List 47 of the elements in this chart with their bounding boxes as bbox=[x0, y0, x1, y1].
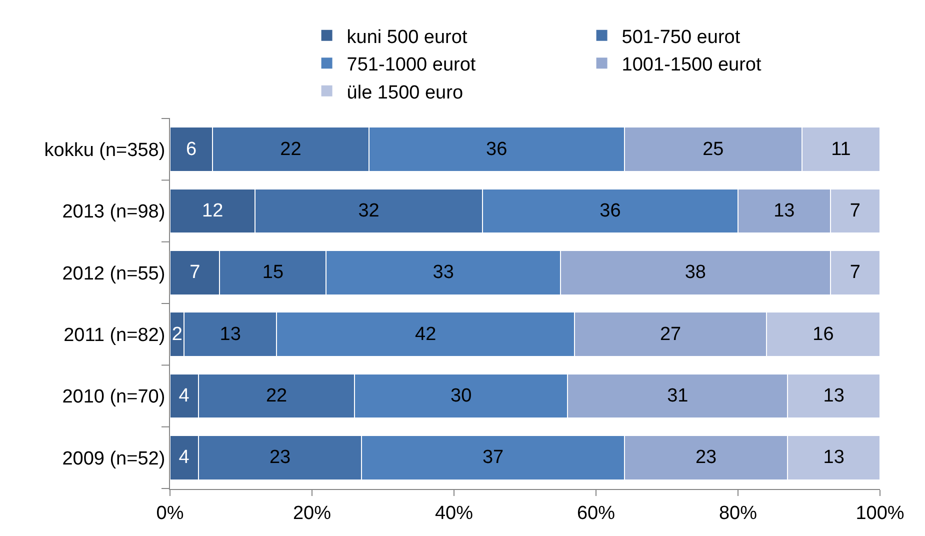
y-tick-label: 2013 (n=98) bbox=[62, 202, 166, 223]
x-tick-label: 20% bbox=[292, 502, 332, 524]
x-tick-label: 60% bbox=[576, 502, 616, 524]
data-label: 13 bbox=[823, 386, 844, 406]
data-label: 7 bbox=[850, 200, 860, 222]
data-label: 36 bbox=[600, 200, 621, 222]
data-label: 31 bbox=[667, 386, 688, 406]
data-label: 6 bbox=[186, 138, 197, 160]
data-label: 12 bbox=[202, 200, 224, 222]
y-tick-label: 2010 (n=70) bbox=[62, 386, 166, 408]
legend-label: 751-1000 eurot bbox=[346, 54, 476, 76]
y-tick-label: 2009 (n=52) bbox=[62, 448, 166, 470]
y-tick-label: 2012 (n=55) bbox=[62, 263, 166, 284]
data-label: 13 bbox=[774, 200, 795, 222]
data-label: 16 bbox=[812, 324, 834, 345]
data-label: 4 bbox=[178, 447, 190, 468]
legend-label: üle 1500 euro bbox=[346, 82, 464, 104]
x-tick-label: 0% bbox=[156, 502, 184, 524]
data-label: 32 bbox=[358, 200, 380, 222]
data-label: 15 bbox=[262, 262, 284, 284]
data-label: 25 bbox=[702, 138, 724, 160]
data-label: 30 bbox=[450, 386, 472, 406]
data-label: 36 bbox=[486, 138, 508, 160]
data-label: 27 bbox=[660, 324, 682, 345]
y-tick-label: kokku (n=358) bbox=[44, 140, 166, 161]
legend-label: 1001-1500 eurot bbox=[622, 54, 762, 76]
data-label: 7 bbox=[190, 262, 200, 284]
data-label: 42 bbox=[415, 324, 436, 345]
data-label: 13 bbox=[220, 324, 241, 345]
data-label: 22 bbox=[266, 386, 288, 406]
legend-label: 501-750 eurot bbox=[622, 26, 741, 48]
data-label: 37 bbox=[482, 447, 504, 468]
data-label: 33 bbox=[432, 262, 454, 284]
data-label: 23 bbox=[695, 447, 717, 468]
data-label: 2 bbox=[172, 324, 182, 345]
x-tick-label: 100% bbox=[856, 502, 904, 524]
data-label: 4 bbox=[178, 386, 190, 406]
x-tick-label: 80% bbox=[718, 502, 758, 524]
data-label: 23 bbox=[269, 447, 291, 468]
data-label: 7 bbox=[850, 262, 860, 284]
data-label: 22 bbox=[280, 138, 302, 160]
data-label: 11 bbox=[831, 138, 851, 160]
data-label: 38 bbox=[684, 262, 706, 284]
x-tick-label: 40% bbox=[434, 502, 474, 524]
y-tick-label: 2011 (n=82) bbox=[64, 324, 166, 346]
legend-label: kuni 500 eurot bbox=[346, 26, 468, 48]
data-label: 13 bbox=[823, 447, 844, 468]
